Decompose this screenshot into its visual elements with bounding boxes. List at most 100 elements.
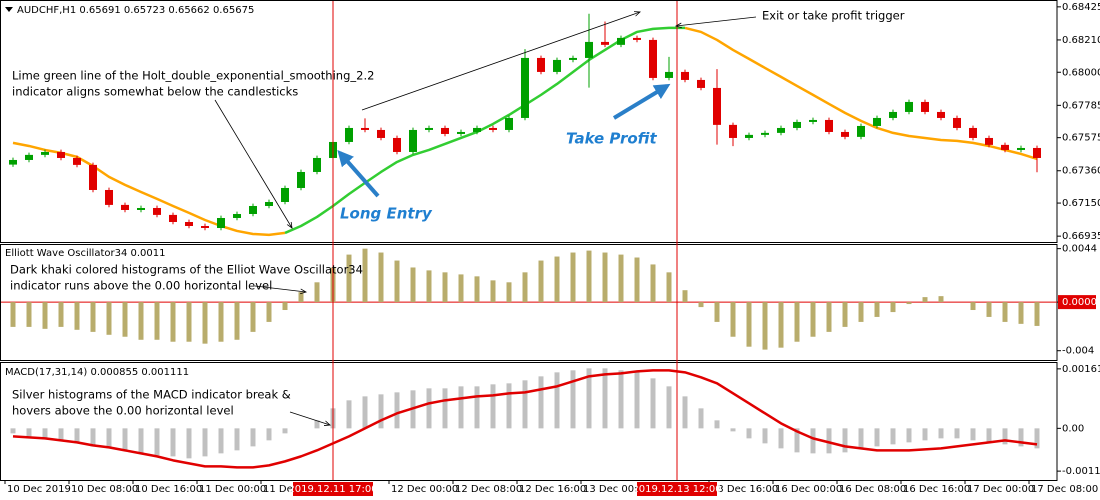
histogram-bar	[922, 428, 928, 441]
histogram-bar	[1018, 302, 1024, 324]
y-tick-label: 0.001618	[1062, 364, 1100, 375]
histogram-bar	[986, 302, 992, 317]
candle-body	[553, 59, 561, 72]
arrow	[361, 12, 640, 111]
histogram-bar	[794, 428, 800, 453]
panel-frame	[0, 362, 1058, 481]
histogram-bar	[138, 302, 144, 340]
histogram-bar	[1034, 302, 1040, 326]
histogram-bar	[426, 270, 432, 303]
candle-body	[953, 117, 961, 128]
arrow	[337, 150, 380, 198]
histogram-bar	[42, 428, 48, 439]
histogram-bar	[170, 302, 176, 342]
candle-body	[601, 41, 609, 45]
candle-body	[857, 125, 865, 137]
annotation: Exit or take profit trigger	[762, 9, 905, 23]
y-tick-label: 0.0000	[1062, 297, 1097, 308]
histogram-bar	[874, 428, 880, 447]
candle-body	[585, 41, 593, 58]
histogram-bar	[10, 428, 16, 434]
y-tick-label: 0.67575	[1062, 133, 1100, 144]
histogram-bar	[954, 428, 960, 439]
candle-body	[265, 201, 273, 206]
histogram-bar	[266, 428, 272, 441]
histogram-bar	[58, 302, 64, 327]
candle-body	[345, 127, 353, 142]
histogram-bar	[122, 428, 128, 451]
histogram-bar	[522, 380, 528, 429]
histogram-bar	[666, 386, 672, 429]
histogram-bar	[250, 428, 256, 447]
histogram-bar	[714, 420, 720, 429]
arrow	[214, 99, 292, 228]
indicator-line	[684, 26, 1038, 161]
histogram-bar	[634, 372, 640, 429]
candle-body	[409, 129, 417, 152]
histogram-bar	[922, 297, 928, 303]
candle-body	[41, 151, 49, 155]
candle-body	[537, 57, 545, 72]
annotation: Dark khaki colored histograms of the Ell…	[10, 263, 363, 277]
histogram-bar	[778, 428, 784, 449]
histogram-bar	[26, 302, 32, 327]
marker-label: 2019.12.13 12:00	[632, 484, 721, 495]
histogram-bar	[202, 428, 208, 457]
candle-body	[25, 154, 33, 160]
annotation: Take Profit	[566, 130, 657, 148]
histogram-bar	[906, 428, 912, 443]
candle-body	[169, 214, 177, 222]
y-tick-label: 0.68425	[1062, 2, 1100, 13]
histogram-bar	[810, 428, 816, 454]
panel-title: AUDCHF,H1 0.65691 0.65723 0.65662 0.6567…	[17, 5, 254, 16]
histogram-bar	[442, 272, 448, 303]
candle-body	[841, 131, 849, 137]
histogram-bar	[970, 302, 976, 311]
histogram-bar	[490, 280, 496, 303]
histogram-bar	[698, 302, 704, 308]
x-tick-label: 13 Dec 00:00	[583, 484, 650, 495]
candle-body	[697, 79, 705, 88]
annotation: hovers above the 0.00 horizontal level	[12, 404, 234, 418]
histogram-bar	[1002, 428, 1008, 445]
candle-body	[617, 37, 625, 45]
candle-body	[969, 127, 977, 138]
histogram-bar	[90, 428, 96, 447]
candle-body	[73, 157, 81, 165]
histogram-bar	[602, 368, 608, 429]
candle-body	[649, 39, 657, 78]
histogram-bar	[42, 302, 48, 329]
candle-body	[9, 159, 17, 165]
histogram-bar	[106, 302, 112, 335]
x-tick-label: 12 Dec 16:00	[519, 484, 586, 495]
annotation: Long Entry	[340, 205, 433, 223]
histogram-bar	[410, 267, 416, 303]
histogram-bar	[890, 302, 896, 313]
histogram-bar	[426, 388, 432, 429]
histogram-bar	[842, 428, 848, 453]
candle-body	[665, 71, 673, 78]
histogram-bar	[634, 257, 640, 303]
histogram-bar	[106, 428, 112, 449]
histogram-bar	[938, 428, 944, 439]
candle-body	[137, 207, 145, 210]
histogram-bar	[938, 296, 944, 303]
candle-body	[57, 151, 65, 158]
histogram-bar	[906, 302, 912, 305]
histogram-bar	[442, 388, 448, 429]
histogram-bar	[810, 302, 816, 337]
histogram-bar	[714, 302, 720, 322]
histogram-bar	[378, 394, 384, 429]
candle-body	[873, 117, 881, 126]
histogram-bar	[122, 302, 128, 337]
histogram-bar	[490, 384, 496, 429]
candle-body	[505, 117, 513, 130]
y-tick-label: -0.001163	[1062, 466, 1100, 477]
candle-body	[1017, 147, 1025, 150]
y-tick-label: 0.68210	[1062, 35, 1100, 46]
x-tick-label: 16 Dec 16:00	[903, 484, 970, 495]
histogram-bar	[794, 302, 800, 342]
